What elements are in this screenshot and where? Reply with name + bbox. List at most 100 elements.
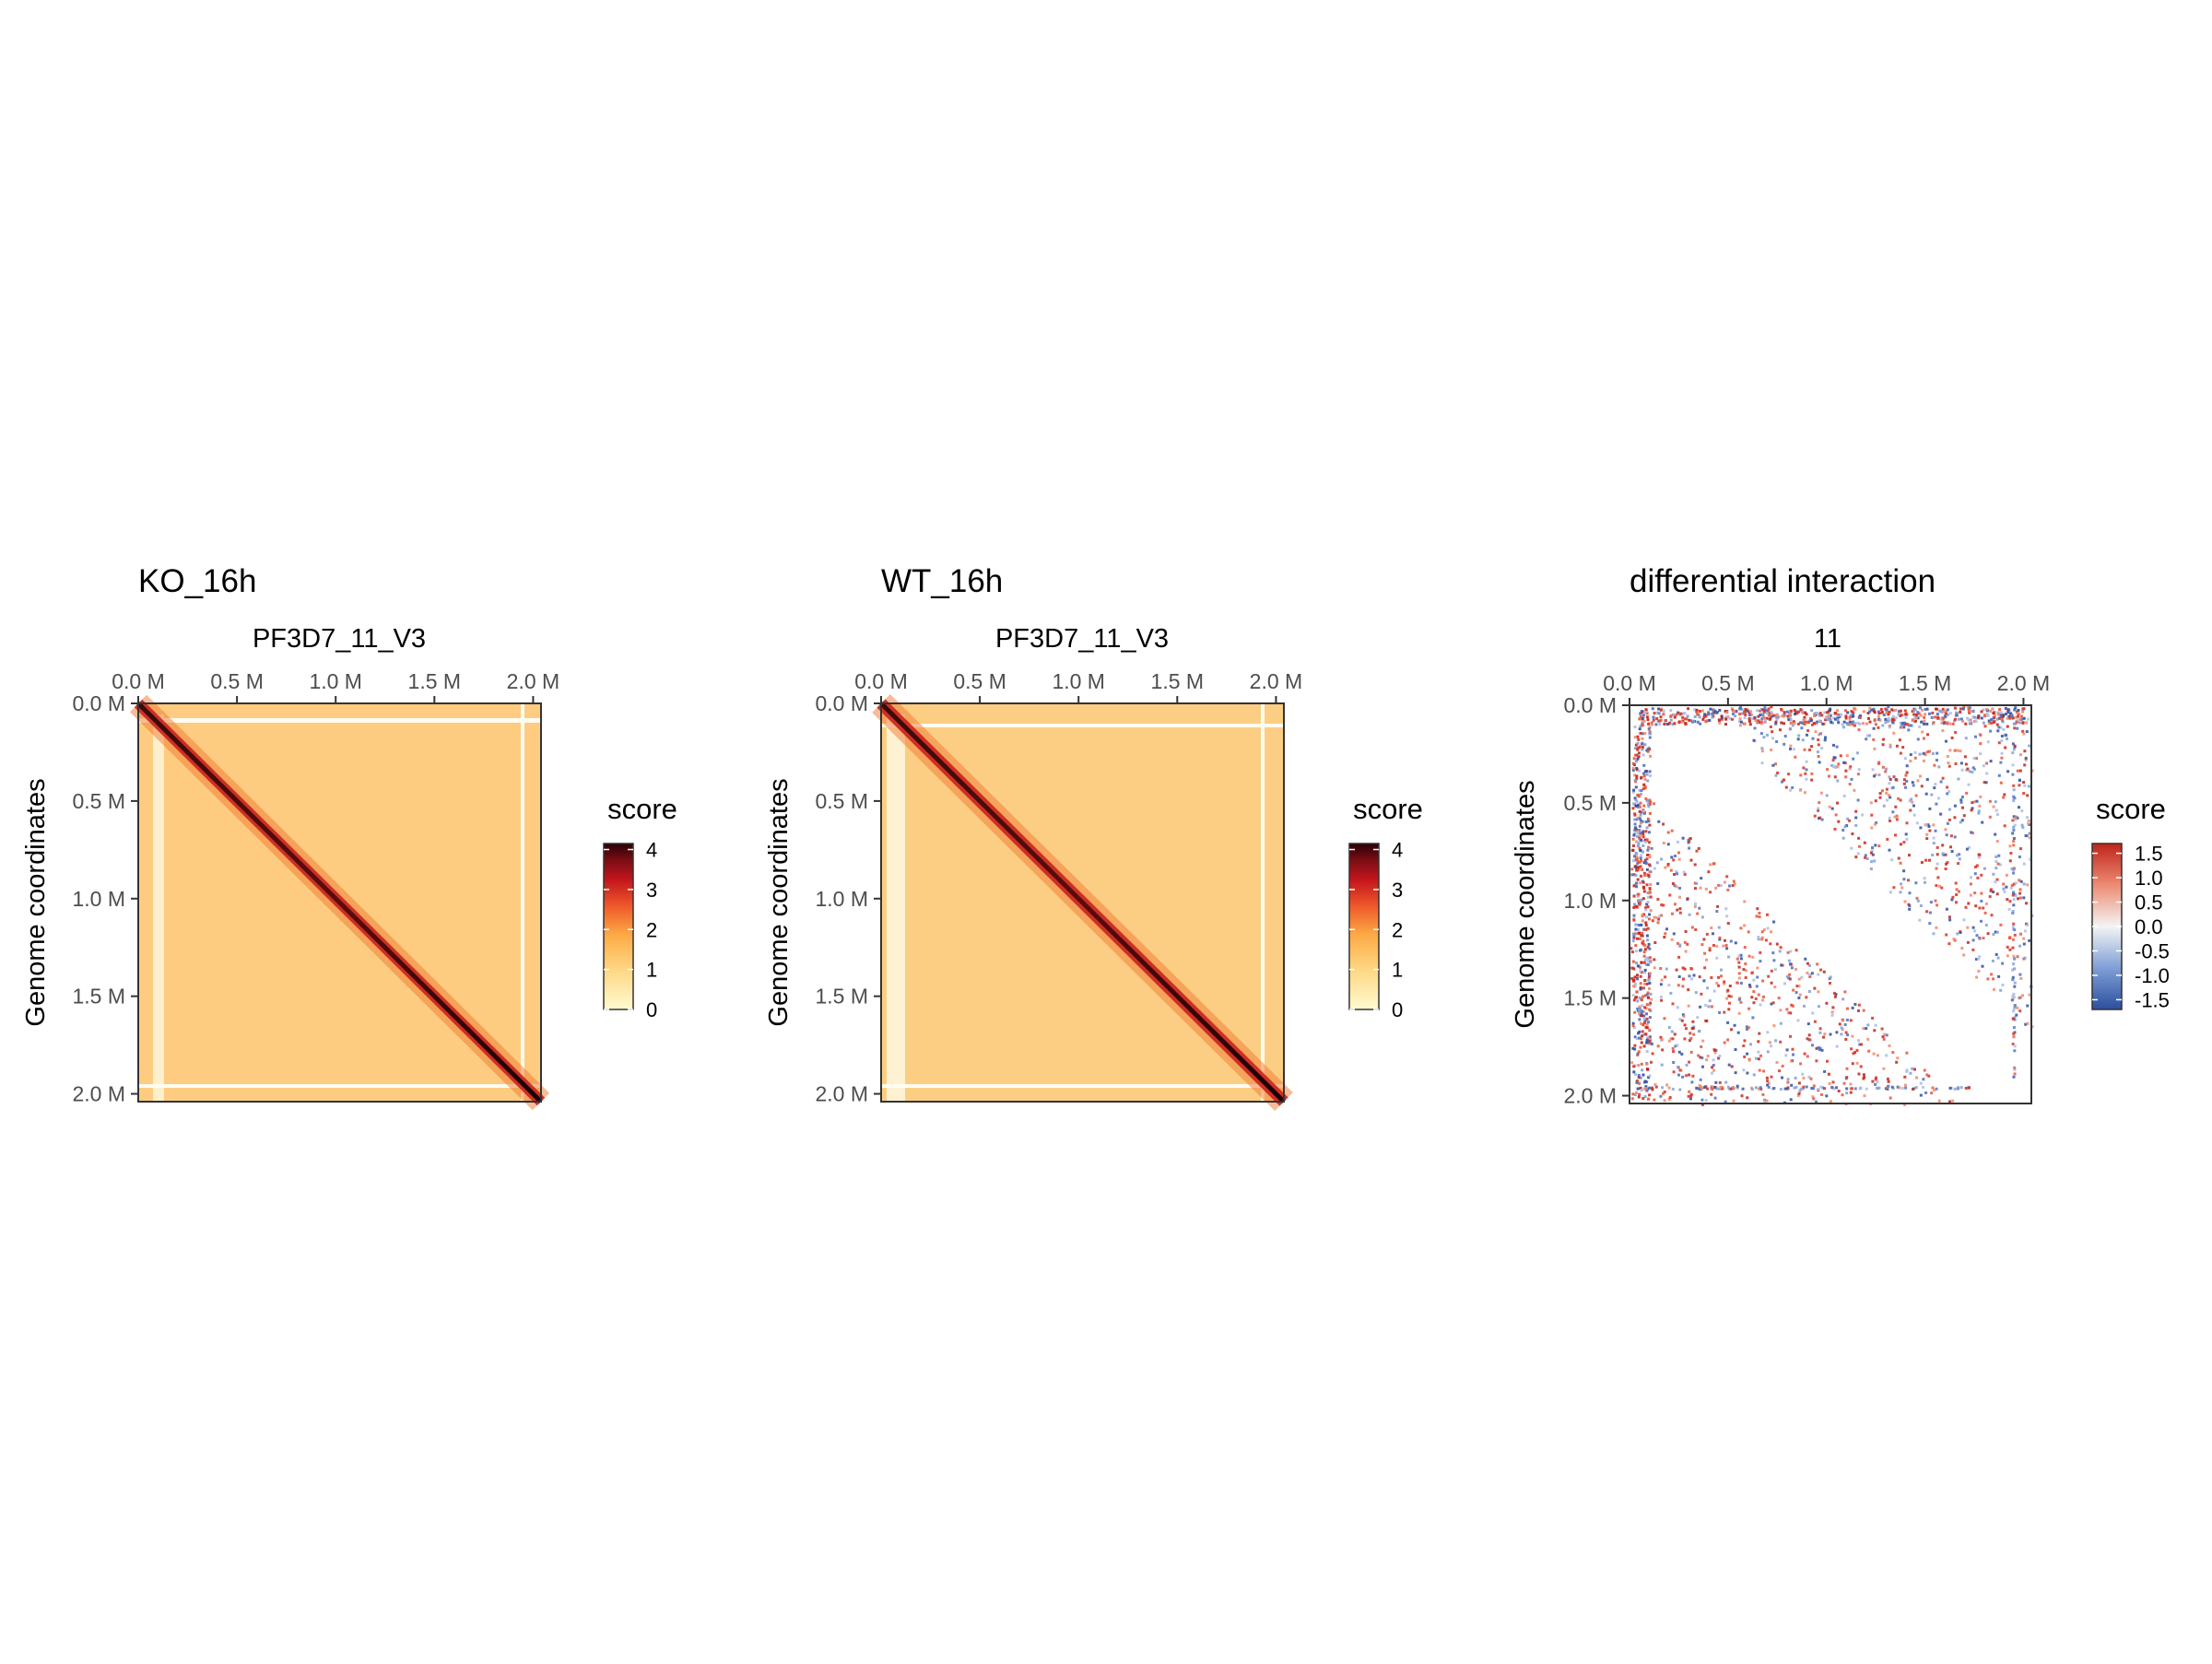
diff-point bbox=[1818, 1031, 1822, 1034]
diff-point bbox=[1715, 1087, 1719, 1091]
diff-point bbox=[1980, 900, 1983, 903]
diff-point bbox=[1890, 1085, 1894, 1089]
diff-point bbox=[1755, 1056, 1758, 1060]
diff-point bbox=[1830, 763, 1834, 767]
diff-point bbox=[1887, 705, 1890, 709]
diff-point bbox=[1864, 854, 1867, 857]
diff-point bbox=[1985, 712, 1989, 715]
diff-point bbox=[1659, 715, 1663, 719]
diff-point bbox=[1876, 1054, 1879, 1057]
diff-point bbox=[1837, 1090, 1841, 1092]
legend-tick-label: 0 bbox=[646, 998, 657, 1021]
diff-point bbox=[1636, 741, 1640, 745]
diff-point bbox=[1760, 936, 1764, 939]
diff-point bbox=[1854, 823, 1858, 827]
diff-point bbox=[1785, 1008, 1789, 1011]
diff-point bbox=[1969, 718, 1972, 722]
diff-point bbox=[1898, 1086, 1901, 1090]
diff-point bbox=[1752, 1001, 1756, 1005]
diff-point bbox=[2026, 821, 2030, 825]
diff-point bbox=[1759, 1086, 1762, 1090]
diff-point bbox=[1833, 775, 1837, 779]
diff-point bbox=[1632, 918, 1636, 922]
diff-point bbox=[1633, 1010, 1637, 1014]
diff-point bbox=[1789, 744, 1793, 748]
diff-point bbox=[2017, 897, 2019, 901]
diff-point bbox=[1941, 852, 1945, 856]
diff-point bbox=[1923, 722, 1926, 726]
diff-point bbox=[1732, 710, 1735, 714]
legend-tick-label: 1 bbox=[1392, 959, 1403, 982]
diff-point bbox=[1691, 1027, 1695, 1031]
diff-point bbox=[1718, 1080, 1722, 1084]
diff-point bbox=[1806, 1022, 1810, 1026]
diff-point bbox=[1635, 760, 1638, 763]
diff-point bbox=[2018, 879, 2021, 882]
diff-point bbox=[1983, 781, 1986, 785]
diff-point bbox=[1996, 956, 2000, 960]
diff-point bbox=[2016, 816, 2019, 820]
diff-point bbox=[1797, 1081, 1801, 1085]
diff-point bbox=[1942, 710, 1946, 714]
diff-point bbox=[1767, 714, 1771, 717]
diff-point bbox=[1650, 1060, 1653, 1064]
diff-point bbox=[1737, 720, 1741, 724]
diff-point bbox=[1922, 759, 1925, 762]
diff-point bbox=[1762, 736, 1766, 739]
diff-point bbox=[1800, 708, 1804, 712]
diff-point bbox=[1771, 1087, 1774, 1091]
diff-point bbox=[1806, 1055, 1809, 1058]
diff-point bbox=[1668, 721, 1672, 725]
diff-point bbox=[1885, 787, 1888, 791]
diff-point bbox=[1682, 870, 1686, 874]
diff-point bbox=[1909, 753, 1912, 757]
diff-point bbox=[1637, 738, 1641, 741]
diff-point bbox=[2003, 890, 2006, 893]
diff-point bbox=[2028, 744, 2031, 748]
diff-point bbox=[1631, 1092, 1635, 1096]
y-tick-label: 1.5 M bbox=[815, 985, 868, 1009]
diff-point bbox=[1971, 801, 1974, 805]
diff-point bbox=[1999, 726, 2003, 729]
diff-point bbox=[1659, 983, 1663, 986]
diff-point bbox=[1685, 1074, 1688, 1078]
diff-point bbox=[1946, 861, 1949, 865]
diff-point bbox=[1856, 852, 1860, 856]
y-tick-label: 0.0 M bbox=[1563, 693, 1617, 717]
y-tick-label: 0.5 M bbox=[72, 789, 125, 813]
diff-point bbox=[1851, 1062, 1854, 1066]
diff-point bbox=[1873, 718, 1877, 722]
diff-point bbox=[1849, 1019, 1853, 1022]
diff-point bbox=[1636, 977, 1639, 981]
diff-point bbox=[1723, 980, 1726, 984]
legend-colorbar bbox=[1348, 843, 1380, 1010]
diff-point bbox=[1734, 941, 1737, 945]
diff-point bbox=[1792, 748, 1795, 751]
diff-point bbox=[1888, 782, 1891, 785]
diff-point bbox=[1870, 860, 1873, 864]
diff-point bbox=[1640, 1062, 1643, 1066]
diff-point bbox=[1813, 986, 1817, 990]
diff-point bbox=[1712, 932, 1714, 936]
diff-point bbox=[1712, 711, 1716, 714]
diff-point bbox=[1644, 862, 1648, 866]
diff-point bbox=[2013, 708, 2017, 712]
diff-point bbox=[2011, 893, 2015, 897]
diff-point bbox=[1676, 941, 1679, 945]
diff-point bbox=[1799, 1062, 1803, 1066]
diff-point bbox=[1669, 714, 1673, 718]
diff-point bbox=[1848, 715, 1852, 719]
diff-point bbox=[1631, 932, 1635, 936]
diff-point bbox=[1926, 823, 1930, 827]
diff-point bbox=[1642, 804, 1646, 808]
diff-point bbox=[1727, 1063, 1731, 1067]
diff-point bbox=[1757, 993, 1760, 997]
diff-point bbox=[2000, 751, 2004, 755]
diff-point bbox=[1760, 761, 1764, 765]
diff-point bbox=[1880, 1027, 1884, 1031]
diff-point bbox=[2007, 714, 2011, 718]
diff-point bbox=[2023, 784, 2027, 787]
diff-point bbox=[1897, 797, 1900, 800]
diff-point bbox=[1994, 832, 1997, 836]
y-tick-label: 1.0 M bbox=[72, 887, 125, 911]
